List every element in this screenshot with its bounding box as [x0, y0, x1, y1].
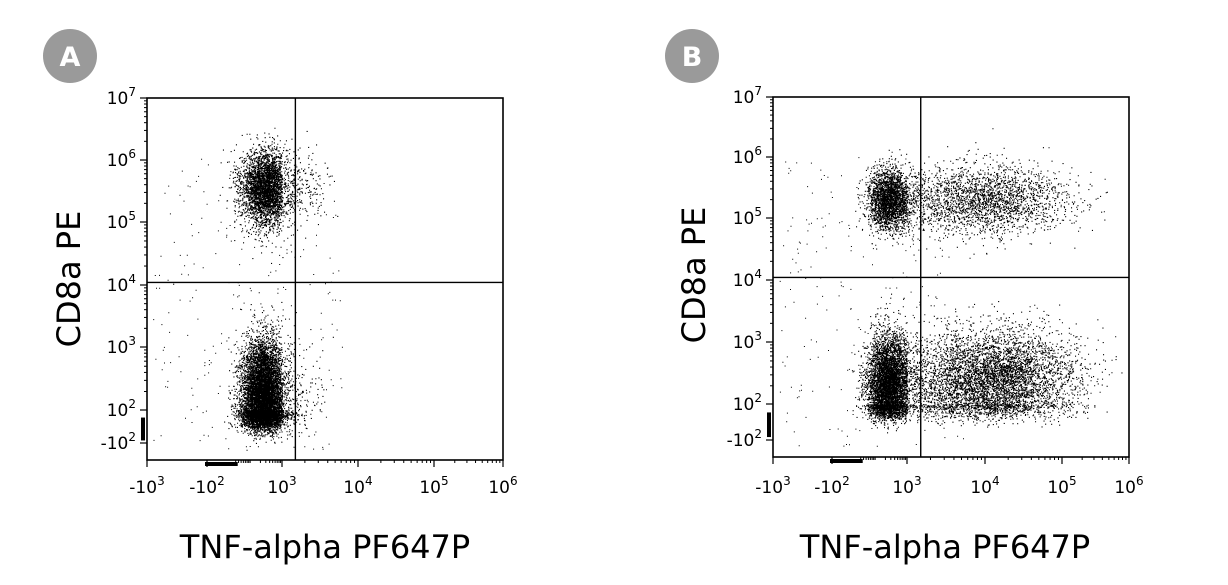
y-axis-a: -102 102 103 104 105 106 107	[101, 85, 147, 454]
x-tick-label: 103	[267, 474, 296, 498]
y-zero-tick-cluster	[141, 417, 145, 441]
y-axis-b: -102 102 103 104 105 106 107	[727, 84, 773, 451]
panel-badge-b	[665, 29, 719, 83]
x-axis-a: -103 -102 103 104 105 106	[129, 460, 518, 498]
x-zero-tick-cluster	[205, 462, 238, 466]
x-tick-label: -102	[189, 474, 224, 498]
x-tick-label: -103	[755, 474, 790, 498]
y-tick-label: 103	[733, 329, 762, 353]
y-tick-label: 104	[733, 267, 762, 291]
y-tick-label: 102	[107, 397, 136, 421]
y-tick-label: 107	[107, 85, 136, 109]
x-tick-label: 103	[892, 474, 921, 498]
x-tick-label: 106	[1114, 474, 1143, 498]
panel-badge-a	[43, 29, 97, 83]
panel-a: A -103 -102 103 104 105 106 -102 102 103 104 105 1…	[43, 29, 518, 566]
y-tick-label: -102	[727, 427, 762, 451]
panel-label-b: B	[682, 42, 703, 73]
x-tick-label: 104	[970, 474, 999, 498]
x-tick-label: 106	[488, 474, 517, 498]
event-dots	[153, 127, 343, 451]
y-tick-label: 105	[107, 209, 136, 233]
event-dots	[779, 128, 1123, 447]
plot-frame-a	[146, 97, 504, 461]
y-tick-label: 104	[107, 272, 136, 296]
panel-b: B -103 -102 103 104 105 106 -102 102 103 104 105 1…	[665, 29, 1144, 566]
events-b	[779, 128, 1123, 447]
y-zero-tick-cluster	[767, 412, 771, 438]
quadrant-gate-a	[147, 98, 503, 460]
y-tick-label: 105	[733, 205, 762, 229]
y-tick-label: 106	[107, 147, 136, 171]
x-tick-label: 105	[1047, 474, 1076, 498]
y-tick-label: 106	[733, 144, 762, 168]
x-tick-label: -102	[814, 474, 849, 498]
y-tick-label: 103	[107, 334, 136, 358]
y-tick-label: -102	[101, 430, 136, 454]
x-axis-title-b: TNF-alpha PF647P	[799, 528, 1090, 566]
y-axis-title-b: CD8a PE	[675, 207, 713, 344]
panel-label-a: A	[60, 42, 81, 73]
x-axis-title-a: TNF-alpha PF647P	[179, 528, 470, 566]
x-tick-label: 105	[419, 474, 448, 498]
x-tick-label: -103	[129, 474, 164, 498]
x-tick-label: 104	[343, 474, 372, 498]
y-tick-label: 102	[733, 391, 762, 415]
events-a	[153, 127, 343, 451]
x-zero-tick-cluster	[830, 459, 863, 463]
y-axis-title-a: CD8a PE	[50, 211, 88, 348]
quadrant-gate-b	[773, 97, 1129, 457]
y-tick-label: 107	[733, 84, 762, 108]
x-axis-b: -103 -102 103 104 105 106	[755, 457, 1144, 498]
